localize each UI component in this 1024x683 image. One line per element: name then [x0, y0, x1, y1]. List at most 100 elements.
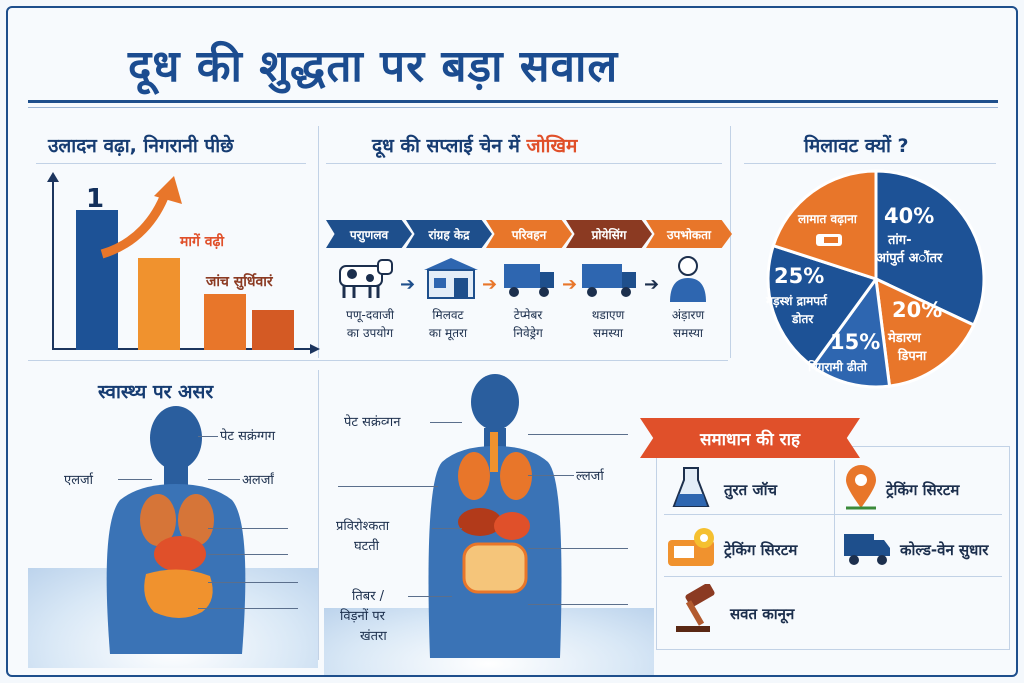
supply-heading-highlight: जोखिम	[526, 135, 578, 157]
map-pin-icon	[846, 465, 876, 510]
stage-farm-caption: पणू-दवाजी का उपयोग	[330, 306, 410, 342]
leader-line	[208, 554, 288, 555]
divider-v3	[318, 370, 319, 660]
supply-heading-text: दूध की सप्लाई चेन में	[372, 135, 527, 157]
immunity-label-1: प्रविरोश्कता	[336, 519, 390, 534]
leader-line	[198, 608, 298, 609]
divider-production-heading	[36, 163, 306, 164]
leader-line	[208, 528, 288, 529]
stage-transport-caption: टेप्मेबर निवेड्रेग	[488, 306, 568, 342]
bar-number: 1	[86, 184, 105, 214]
pie-slice-15	[810, 275, 892, 389]
transport-truck-icon	[504, 264, 554, 297]
leader-line	[528, 604, 628, 605]
divider-v2	[730, 126, 731, 358]
cow-icon	[339, 259, 393, 298]
why-heading: मिलावट क्यों ?	[804, 135, 909, 157]
slice-15-pct: 15%	[830, 330, 881, 354]
stage-processing-caption-2: समस्या	[592, 326, 624, 340]
supply-heading: दूध की सप्लाई चेन में जोखिम	[372, 132, 577, 158]
y-axis-arrow-icon	[47, 172, 59, 182]
right-allergy-label: अलर्जां	[242, 473, 274, 488]
immunity-label-2: घटती	[354, 539, 380, 554]
tracking-device-icon	[668, 528, 714, 566]
production-heading: उलादन वढ़ा, निगरानी पीछे	[48, 135, 234, 157]
stage-collection-caption: मिलवट का मूतरा	[408, 306, 488, 342]
solution-tracking-2: ट्रेकिंग सिरटम	[724, 541, 798, 559]
slice-40-label-1: तांग-	[888, 233, 912, 248]
money-hand-icon	[816, 234, 842, 246]
slice-25-pct: 25%	[774, 264, 825, 288]
bar-demand	[138, 258, 180, 350]
slice-top-label: लामात वढ़ाना	[798, 212, 857, 226]
truck-icon	[844, 534, 890, 565]
divider-v1	[318, 126, 319, 358]
chart-x-axis	[52, 348, 314, 350]
production-bar-chart: 1 मागें वढ़ी जांच सुर्धिवारं	[44, 172, 320, 354]
flask-icon	[672, 467, 710, 507]
infographic-frame: दूध की शुद्धता पर बड़ा सवाल उलादन वढ़ा, …	[6, 6, 1018, 677]
leader-line	[430, 422, 462, 423]
leader-line	[432, 528, 462, 529]
slice-25-label-1: मड़स्शं द्रामपर्त	[766, 294, 827, 308]
slice-15-label-1: निगरामी ढीतो	[808, 360, 867, 374]
slice-20-pct: 20%	[892, 298, 943, 322]
stage-collection-caption-2: का मूतरा	[428, 326, 468, 340]
stage-transport-caption-1: टेप्मेबर	[513, 308, 543, 322]
pie-slice-40	[874, 169, 986, 327]
slice-40-label-2: आंपुर्त अौंतर	[876, 251, 943, 266]
human-body-figure-right	[428, 374, 562, 658]
leader-line	[118, 479, 152, 480]
left-stomach-label: पेट सक्रंग्गग	[220, 429, 276, 444]
solution-cold-chain: कोल्ड-वेन सुधार	[900, 541, 989, 559]
arrow-right-icon-3: ➔	[562, 274, 578, 295]
leader-line	[528, 434, 628, 435]
slice-20-label-1: मेडारण	[888, 331, 921, 346]
testing-label: जांच सुर्धिवारं	[206, 274, 273, 290]
right-stomach-label: पेट सक्रंव्गन	[344, 415, 401, 430]
divider-solutions-v	[834, 460, 835, 576]
stage-consumer: उपभोकता	[646, 220, 732, 248]
human-body-figure-left	[106, 406, 246, 654]
bar-production	[76, 210, 118, 350]
solutions-banner: समाधान की राह	[640, 418, 860, 458]
leader-line	[208, 582, 298, 583]
adulteration-pie-chart	[766, 169, 986, 389]
leader-line	[338, 486, 438, 487]
consumer-person-icon	[670, 256, 706, 302]
bar-testing	[204, 294, 246, 350]
leader-line	[528, 475, 574, 476]
stage-farm-caption-2: का उपयोग	[346, 326, 394, 340]
leader-line	[198, 436, 218, 437]
divider-solutions-2	[664, 576, 1002, 577]
left-allergy-label: एलर्जा	[64, 473, 94, 488]
stage-collection: रांग्रह केद्र	[406, 220, 492, 248]
arrow-right-icon-2: ➔	[482, 274, 498, 295]
solutions-box	[656, 446, 1010, 650]
processing-truck-icon	[582, 264, 636, 297]
leader-line	[208, 479, 240, 480]
chart-y-axis	[52, 178, 54, 350]
stage-consumer-caption: अंड़ारण समस्या	[648, 306, 728, 342]
slice-25-label-2: डोतर	[792, 312, 814, 326]
solution-tracking-1: ट्रेकिंग सिरटम	[886, 481, 960, 499]
title-rule	[28, 100, 998, 103]
stage-consumer-label: उपभोकता	[666, 227, 712, 242]
stage-transport-caption-2: निवेड्रेग	[513, 326, 543, 340]
stage-collection-label: रांग्रह केद्र	[428, 227, 470, 242]
arrow-right-icon: ➔	[400, 274, 416, 295]
bar-testing-2	[252, 310, 294, 350]
page-title: दूध की शुद्धता पर बड़ा सवाल	[128, 41, 619, 92]
slice-20-label-2: डिपना	[898, 349, 927, 364]
growth-arrow-icon	[100, 176, 182, 259]
solution-strict-law: सवत कानून	[730, 605, 795, 623]
collection-center-icon	[424, 258, 478, 299]
pie-slice-25	[766, 243, 879, 369]
divider-why-heading	[744, 163, 996, 164]
pie-slice-20	[874, 276, 976, 388]
stage-processing: प्रोयेसिंग	[566, 220, 652, 248]
stage-farm-label: पराुणलव	[349, 227, 389, 242]
pie-slice-top	[771, 169, 878, 282]
liver-label-2: विड़नों पर	[340, 609, 385, 624]
stage-farm-caption-1: पणू-दवाजी	[346, 308, 394, 322]
